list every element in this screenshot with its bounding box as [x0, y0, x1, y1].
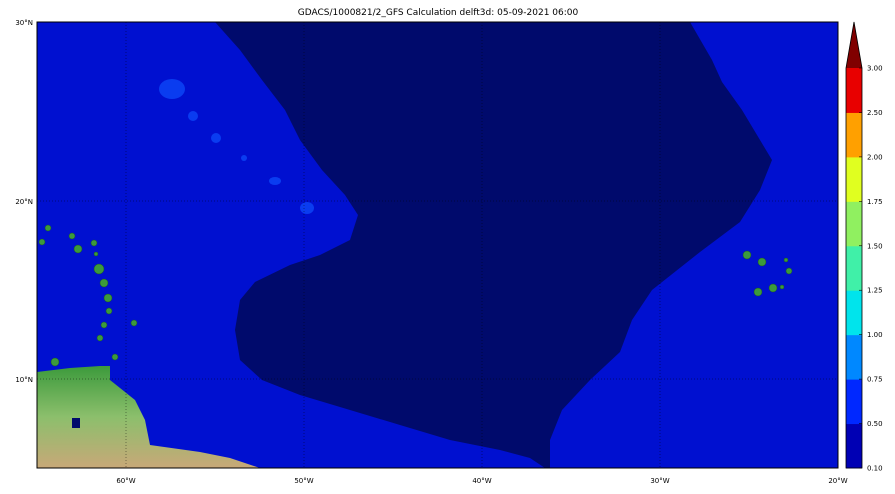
colorbar-tick-label: 1.25	[867, 287, 883, 295]
colorbar-segment	[846, 379, 862, 425]
lon-label: 30°W	[650, 477, 669, 485]
map-area	[36, 21, 839, 469]
low-wave-region	[215, 22, 772, 468]
map-frame	[36, 21, 839, 469]
colorbar-segment	[846, 423, 862, 469]
lat-label: 20°N	[15, 198, 33, 206]
colorbar-segment	[846, 245, 862, 291]
lon-labels: 60°W 50°W 40°W 30°W 20°W	[116, 477, 847, 485]
colorbar-tick-label: 3.00	[867, 65, 883, 73]
colorbar-segment	[846, 201, 862, 247]
colorbar-outline	[845, 21, 863, 469]
lon-label: 20°W	[828, 477, 847, 485]
colorbar-segment	[846, 112, 862, 158]
lat-label: 30°N	[15, 19, 33, 27]
colorbar-tick-label: 0.50	[867, 420, 883, 428]
colorbar-segment	[846, 156, 862, 202]
colorbar-extend-arrow	[846, 22, 862, 68]
lat-label: 10°N	[15, 376, 33, 384]
colorbar: 3.00 2.50 2.00 1.75 1.50 1.25 1.00 0.75 0.50 0.10	[845, 21, 883, 473]
gridlines	[37, 22, 838, 468]
colorbar-segment	[846, 334, 862, 380]
lake	[72, 418, 80, 428]
colorbar-tick-label: 1.50	[867, 242, 883, 250]
lat-labels: 30°N 20°N 10°N	[15, 19, 33, 384]
colorbar-segment	[846, 290, 862, 336]
colorbar-tick-label: 2.00	[867, 153, 883, 161]
colorbar-tick-label: 2.50	[867, 109, 883, 117]
lon-label: 60°W	[116, 477, 135, 485]
colorbar-tick-label: 0.75	[867, 376, 883, 384]
colorbar-tick-label: 1.00	[867, 331, 883, 339]
lon-label: 40°W	[472, 477, 491, 485]
south-america-land	[37, 366, 260, 468]
colorbar-segment	[846, 68, 862, 113]
islands	[38, 224, 793, 367]
lon-label: 50°W	[294, 477, 313, 485]
map-title: GDACS/1000821/2_GFS Calculation delft3d:…	[297, 8, 579, 18]
colorbar-tick-label: 0.10	[867, 465, 883, 473]
colorbar-tick-label: 1.75	[867, 198, 883, 206]
